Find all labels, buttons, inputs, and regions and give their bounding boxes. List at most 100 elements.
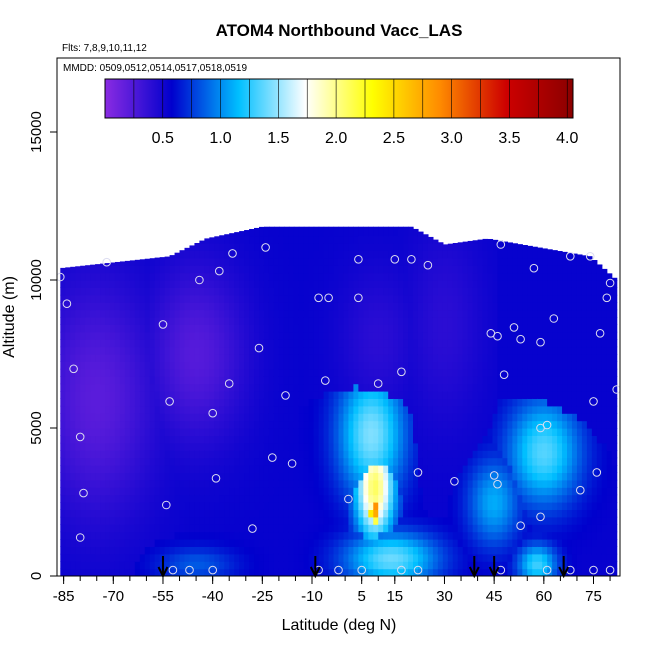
heatmap-cell <box>254 465 260 473</box>
heatmap-cell <box>169 287 176 296</box>
heatmap-cell <box>591 494 598 503</box>
heatmap-cell <box>413 413 419 422</box>
heatmap-cell <box>532 257 538 266</box>
heatmap-cell <box>472 302 479 311</box>
heatmap-cell <box>502 265 508 274</box>
heatmap-cell <box>239 472 245 481</box>
heatmap-cell <box>477 361 484 370</box>
heatmap-cell <box>219 383 225 392</box>
heatmap-cell <box>571 354 578 362</box>
heatmap-cell <box>333 405 340 414</box>
heatmap-cell <box>482 479 489 488</box>
heatmap-cell <box>80 413 86 422</box>
heatmap-cell <box>254 539 260 547</box>
heatmap-cell <box>557 265 563 274</box>
heatmap-cell <box>119 524 126 533</box>
heatmap-cell <box>288 420 295 429</box>
heatmap-cell <box>234 553 240 562</box>
heatmap-cell <box>209 450 215 459</box>
heatmap-cell <box>383 413 389 422</box>
heatmap-cell <box>259 331 265 340</box>
heatmap-cell <box>398 287 404 296</box>
heatmap-cell <box>447 405 454 414</box>
heatmap-cell <box>378 524 384 533</box>
heatmap-cell <box>467 272 474 281</box>
heatmap-cell <box>472 457 479 466</box>
heatmap-cell <box>333 494 340 503</box>
heatmap-cell <box>348 272 355 281</box>
heatmap-cell <box>80 494 86 503</box>
heatmap-cell <box>119 420 126 429</box>
heatmap-cell <box>90 391 96 399</box>
heatmap-cell <box>254 479 260 488</box>
heatmap-cell <box>283 280 290 288</box>
heatmap-cell <box>234 428 240 436</box>
heatmap-cell <box>527 561 533 570</box>
heatmap-cell <box>353 354 359 362</box>
heatmap-cell <box>512 428 518 436</box>
heatmap-cell <box>298 502 305 510</box>
heatmap-cell <box>522 435 528 444</box>
heatmap-cell <box>244 250 250 259</box>
heatmap-cell <box>417 294 424 303</box>
heatmap-cell <box>293 383 300 392</box>
heatmap-cell <box>591 272 598 281</box>
heatmap-cell <box>552 442 558 451</box>
heatmap-cell <box>576 257 583 266</box>
heatmap-cell <box>109 376 116 385</box>
heatmap-cell <box>328 531 335 540</box>
heatmap-cell <box>413 391 419 399</box>
heatmap-cell <box>383 294 389 303</box>
heatmap-cell <box>363 450 369 459</box>
heatmap-cell <box>403 265 409 274</box>
heatmap-cell <box>398 257 404 266</box>
heatmap-cell <box>398 568 404 576</box>
heatmap-cell <box>363 368 369 377</box>
heatmap-cell <box>288 376 295 385</box>
heatmap-cell <box>571 450 578 459</box>
heatmap-cell <box>343 546 350 555</box>
heatmap-cell <box>199 413 205 422</box>
heatmap-cell <box>278 361 285 370</box>
heatmap-cell <box>95 302 101 311</box>
heatmap-cell <box>472 240 479 244</box>
heatmap-cell <box>263 368 270 377</box>
heatmap-cell <box>308 442 315 451</box>
heatmap-cell <box>596 361 603 370</box>
heatmap-cell <box>70 317 76 325</box>
heatmap-cell <box>398 354 404 362</box>
heatmap-cell <box>194 339 201 348</box>
heatmap-cell <box>239 531 245 540</box>
heatmap-cell <box>442 280 449 288</box>
heatmap-cell <box>298 354 305 362</box>
heatmap-cell <box>95 264 101 266</box>
heatmap-cell <box>333 361 340 370</box>
heatmap-cell <box>432 250 439 259</box>
heatmap-cell <box>313 391 320 399</box>
heatmap-cell <box>154 568 161 576</box>
heatmap-cell <box>596 465 603 473</box>
heatmap-cell <box>338 524 345 533</box>
heatmap-cell <box>288 331 295 340</box>
heatmap-cell <box>154 383 161 392</box>
heatmap-cell <box>363 272 369 281</box>
heatmap-cell <box>497 531 504 540</box>
heatmap-cell <box>462 309 469 318</box>
heatmap-cell <box>422 568 429 576</box>
heatmap-cell <box>398 465 404 473</box>
heatmap-cell <box>358 309 364 318</box>
heatmap-cell <box>462 257 469 266</box>
heatmap-cell <box>189 405 196 414</box>
heatmap-cell <box>204 524 210 533</box>
heatmap-cell <box>278 405 285 414</box>
heatmap-cell <box>432 257 439 266</box>
heatmap-cell <box>249 228 255 237</box>
heatmap-cell <box>164 257 171 266</box>
heatmap-cell <box>542 442 548 451</box>
heatmap-cell <box>199 250 205 259</box>
heatmap-cell <box>119 339 126 348</box>
heatmap-cell <box>527 309 533 318</box>
heatmap-cell <box>298 428 305 436</box>
heatmap-cell <box>427 420 434 429</box>
heatmap-cell <box>581 553 588 562</box>
